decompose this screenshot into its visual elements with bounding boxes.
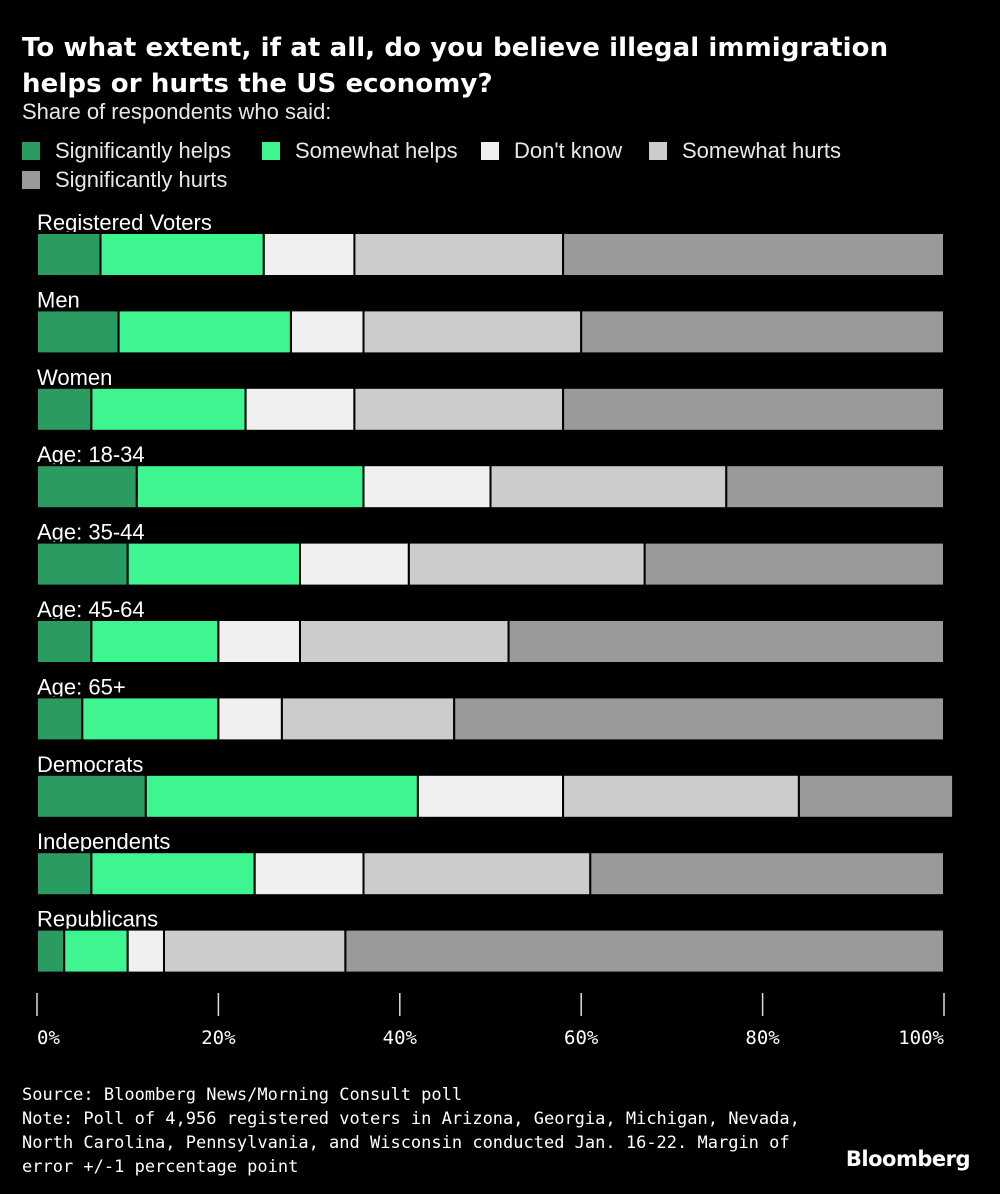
category-label: Democrats <box>37 752 143 777</box>
bar-segment-somewhat-helps <box>117 309 292 355</box>
bar-row-men: Men <box>36 287 945 355</box>
bar-segment-somewhat-helps <box>81 696 220 742</box>
bar-segment-significantly-helps <box>36 232 102 277</box>
legend-label-significantly-hurts: Significantly hurts <box>55 167 228 192</box>
bar-segment-significantly-helps <box>36 619 93 664</box>
bar-segment-somewhat-hurts <box>299 619 510 664</box>
bar-row-women: Women <box>36 365 945 432</box>
category-label: Age: 45-64 <box>37 597 145 622</box>
bar-segment-somewhat-helps <box>99 232 265 277</box>
bar-segment-don-t-know <box>262 232 356 277</box>
bar-segment-significantly-helps <box>36 773 147 819</box>
legend-swatch-significantly-helps <box>22 142 40 160</box>
bar-segment-significantly-helps <box>36 851 93 897</box>
legend-swatch-somewhat-helps <box>262 142 280 160</box>
bar-segment-don-t-know <box>299 541 410 587</box>
bar-row-age-35-44: Age: 35-44 <box>36 520 945 587</box>
bar-segment-don-t-know <box>217 696 283 742</box>
bar-segment-significantly-helps <box>36 541 129 587</box>
legend-swatch-dont-know <box>481 142 499 160</box>
bar-row-age-18-34: Age: 18-34 <box>36 442 945 510</box>
bar-segment-don-t-know <box>244 386 356 432</box>
category-label: Age: 18-34 <box>37 442 145 467</box>
bar-segment-significantly-hurts <box>507 619 945 664</box>
note-line: Note: Poll of 4,956 registered voters in… <box>22 1109 800 1177</box>
bar-segment-somewhat-hurts <box>489 464 728 510</box>
bar-segment-somewhat-hurts <box>562 773 800 819</box>
x-tick-label: 60% <box>564 1027 599 1049</box>
bar-segment-significantly-hurts <box>453 696 945 742</box>
x-tick-label: 0% <box>37 1027 60 1049</box>
bar-segment-significantly-hurts <box>643 541 945 587</box>
category-label: Men <box>37 287 80 312</box>
bar-segment-significantly-hurts <box>580 309 945 355</box>
bar-segment-somewhat-hurts <box>280 696 456 742</box>
bar-segment-somewhat-helps <box>126 541 301 587</box>
bar-segment-significantly-hurts <box>797 773 955 819</box>
chart-subtitle: Share of respondents who said: <box>22 99 332 124</box>
chart-title: To what extent, if at all, do you believ… <box>22 33 889 99</box>
category-label: Age: 35-44 <box>37 520 145 545</box>
bar-row-age-45-64: Age: 45-64 <box>36 597 945 664</box>
bar-segment-don-t-know <box>290 309 365 355</box>
bar-segment-somewhat-hurts <box>353 232 564 277</box>
legend-label-significantly-helps: Significantly helps <box>55 138 232 163</box>
x-tick-label: 20% <box>201 1027 236 1049</box>
bloomberg-logo: Bloomberg <box>845 1147 971 1171</box>
legend-label-somewhat-hurts: Somewhat hurts <box>682 138 841 163</box>
bar-segment-significantly-helps <box>36 464 138 510</box>
bar-row-registered-voters: Registered Voters <box>36 210 945 277</box>
bar-segment-don-t-know <box>217 619 301 664</box>
source-line: Source: Bloomberg News/Morning Consult p… <box>22 1085 463 1105</box>
category-label: Republicans <box>37 907 158 932</box>
bar-segment-significantly-hurts <box>562 386 945 432</box>
legend-label-somewhat-helps: Somewhat helps <box>295 138 458 163</box>
legend-label-dont-know: Don't know <box>514 138 623 163</box>
bar-segment-somewhat-hurts <box>362 851 592 897</box>
bar-segment-significantly-helps <box>36 696 84 742</box>
source-notes: Source: Bloomberg News/Morning Consult p… <box>22 1083 822 1179</box>
x-tick-label: 40% <box>383 1027 418 1049</box>
category-label: Age: 65+ <box>37 674 126 699</box>
bar-segment-significantly-hurts <box>562 232 945 277</box>
x-axis: 0% 20% 40% 60% 80% 100% <box>36 993 945 1049</box>
bar-segment-don-t-know <box>126 928 165 974</box>
bar-row-republicans: Republicans <box>36 907 945 974</box>
bar-segment-significantly-helps <box>36 309 120 355</box>
bar-segment-somewhat-helps <box>135 464 365 510</box>
bar-segment-somewhat-helps <box>90 851 256 897</box>
bar-segment-somewhat-helps <box>90 619 220 664</box>
bar-segment-somewhat-hurts <box>353 386 564 432</box>
bar-row-age-65: Age: 65+ <box>36 674 945 742</box>
x-tick-label: 100% <box>898 1027 944 1049</box>
category-label: Women <box>37 365 112 390</box>
bar-segment-somewhat-hurts <box>362 309 583 355</box>
bar-segment-significantly-hurts <box>589 851 945 897</box>
bar-segment-significantly-helps <box>36 386 93 432</box>
legend-swatch-significantly-hurts <box>22 171 40 189</box>
bar-segment-don-t-know <box>416 773 564 819</box>
category-label: Registered Voters <box>37 210 212 235</box>
bar-segment-significantly-hurts <box>344 928 945 974</box>
x-tick-label: 80% <box>745 1027 780 1049</box>
category-label: Independents <box>37 829 170 854</box>
bar-segment-somewhat-helps <box>63 928 129 974</box>
bar-segment-don-t-know <box>253 851 365 897</box>
bar-segment-significantly-hurts <box>725 464 945 510</box>
bar-segment-don-t-know <box>362 464 492 510</box>
bar-row-independents: Independents <box>36 829 945 897</box>
bar-segment-significantly-helps <box>36 928 66 974</box>
legend-swatch-somewhat-hurts <box>649 142 667 160</box>
bar-segment-somewhat-hurts <box>407 541 646 587</box>
bar-segment-somewhat-helps <box>90 386 247 432</box>
bar-row-democrats: Democrats <box>36 752 955 819</box>
bar-segment-somewhat-helps <box>144 773 419 819</box>
bar-segment-somewhat-hurts <box>163 928 347 974</box>
